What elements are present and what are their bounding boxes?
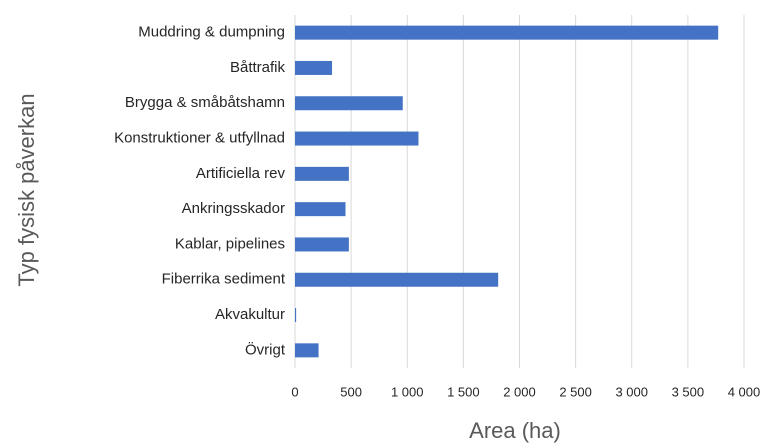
bar (295, 272, 499, 287)
y-tick-label: Ankringsskador (182, 200, 285, 217)
bar (295, 25, 719, 40)
bar (295, 343, 319, 358)
bar (295, 131, 419, 146)
y-tick-label: Kablar, pipelines (175, 235, 285, 252)
x-tick-label: 1 500 (447, 384, 480, 399)
y-axis-label: Typ fysisk påverkan (14, 93, 39, 286)
bar (295, 60, 333, 75)
bar (295, 308, 297, 323)
y-tick-label: Akvakultur (215, 306, 285, 323)
x-tick-label: 0 (291, 384, 298, 399)
bar (295, 237, 349, 252)
y-tick-label: Fiberrika sediment (162, 271, 286, 288)
x-tick-label: 3 000 (615, 384, 648, 399)
y-tick-label: Övrigt (245, 340, 286, 358)
x-tick-label: 2 000 (503, 384, 536, 399)
x-tick-label: 1 000 (391, 384, 424, 399)
y-tick-label: Muddring & dumpning (138, 24, 285, 41)
x-tick-label: 500 (340, 384, 362, 399)
bar (295, 96, 403, 111)
x-tick-label: 2 500 (559, 384, 592, 399)
x-tick-label: 3 500 (672, 384, 705, 399)
y-tick-label: Båttrafik (230, 59, 286, 76)
bar (295, 166, 349, 181)
x-axis-label: Area (ha) (469, 418, 561, 443)
y-tick-label: Konstruktioner & utfyllnad (114, 130, 285, 147)
y-tick-label: Brygga & småbåtshamn (125, 94, 285, 111)
bar (295, 202, 346, 217)
x-tick-label: 4 000 (728, 384, 761, 399)
y-tick-label: Artificiella rev (196, 165, 286, 182)
